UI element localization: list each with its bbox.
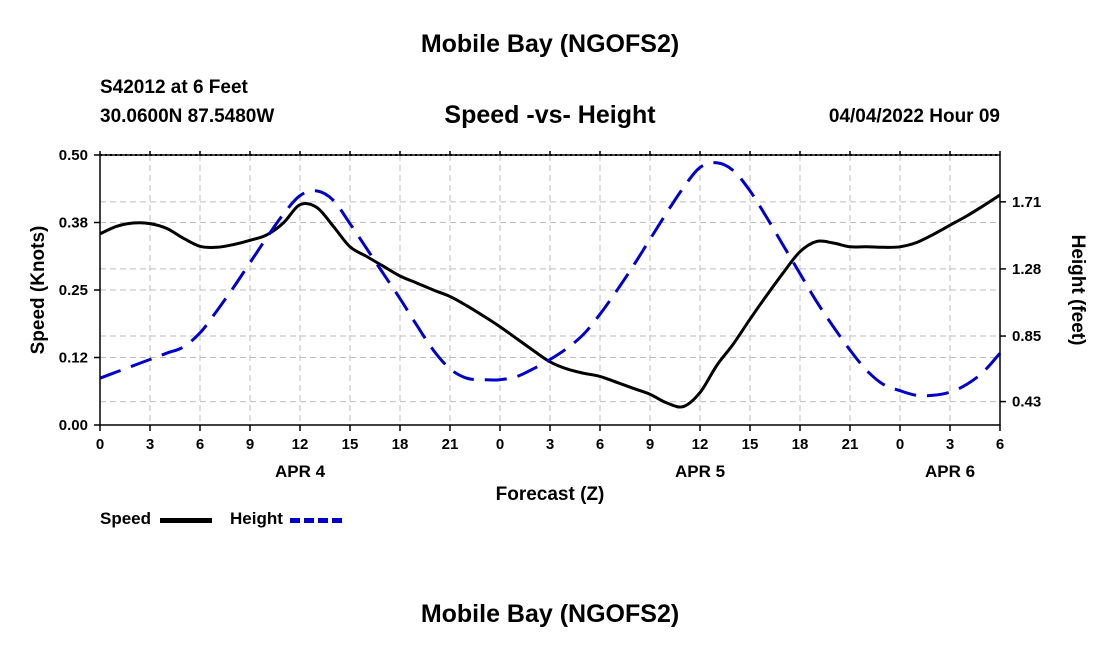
x-tick-label: 6 (596, 436, 604, 453)
y-right-tick-label: 1.71 (1012, 194, 1041, 211)
x-tick-label: 15 (342, 436, 359, 453)
y-left-tick-label: 0.38 (59, 215, 88, 232)
series-line-height (99, 161, 1002, 398)
grid-lines (100, 155, 1000, 425)
y-left-tick-label: 0.00 (59, 417, 88, 434)
x-tick-label: 3 (146, 436, 154, 453)
x-tick-label: 12 (292, 436, 309, 453)
x-tick-label: 21 (842, 436, 859, 453)
x-tick-label: 6 (196, 436, 204, 453)
x-tick-label: 12 (692, 436, 709, 453)
legend-height-label: Height (230, 509, 283, 528)
axes: 0 3 6 9 12 15 18 21 0 3 6 9 12 15 18 21 0 3 6 APR 4 APR 5 APR… (59, 147, 1041, 481)
x-tick-label: 18 (792, 436, 809, 453)
x-tick-label: 0 (96, 436, 104, 453)
x-tick-label: 15 (742, 436, 759, 453)
x-tick-label: 0 (496, 436, 504, 453)
y-axis-right-label: Height (feet) (1067, 235, 1088, 346)
x-tick-label: 9 (246, 436, 254, 453)
y-right-tick-label: 0.85 (1012, 328, 1041, 345)
y-left-tick-label: 0.50 (59, 147, 88, 164)
station-label: S42012 at 6 Feet (100, 77, 248, 98)
day-label: APR 5 (675, 462, 725, 481)
day-label: APR 6 (925, 462, 975, 481)
y-right-tick-label: 1.28 (1012, 261, 1041, 278)
series-lines (99, 161, 1002, 409)
legend-speed-label: Speed (100, 509, 152, 528)
chart-subtitle: Speed -vs- Height (444, 101, 656, 129)
legend-height-swatch (290, 518, 342, 523)
x-tick-label: 18 (392, 436, 409, 453)
footer-title: Mobile Bay (NGOFS2) (420, 600, 680, 628)
x-tick-label: 21 (442, 436, 459, 453)
x-axis-label: Forecast (Z) (496, 484, 605, 505)
chart-main-title: Mobile Bay (NGOFS2) (420, 30, 680, 58)
series-line-speed (99, 193, 1001, 409)
x-tick-label: 9 (646, 436, 654, 453)
x-tick-label: 0 (896, 436, 904, 453)
station-coordinates: 30.0600N 87.5480W (100, 106, 275, 127)
y-right-tick-label: 0.43 (1012, 394, 1041, 411)
x-tick-label: 3 (546, 436, 554, 453)
legend-speed-swatch (160, 518, 212, 523)
y-left-tick-label: 0.25 (59, 282, 88, 299)
x-tick-label: 3 (946, 436, 954, 453)
day-label: APR 4 (275, 462, 326, 481)
forecast-datetime: 04/04/2022 Hour 09 (828, 106, 1000, 127)
y-axis-left-label: Speed (Knots) (28, 226, 49, 355)
x-tick-label: 6 (996, 436, 1004, 453)
y-left-tick-label: 0.12 (59, 350, 88, 367)
